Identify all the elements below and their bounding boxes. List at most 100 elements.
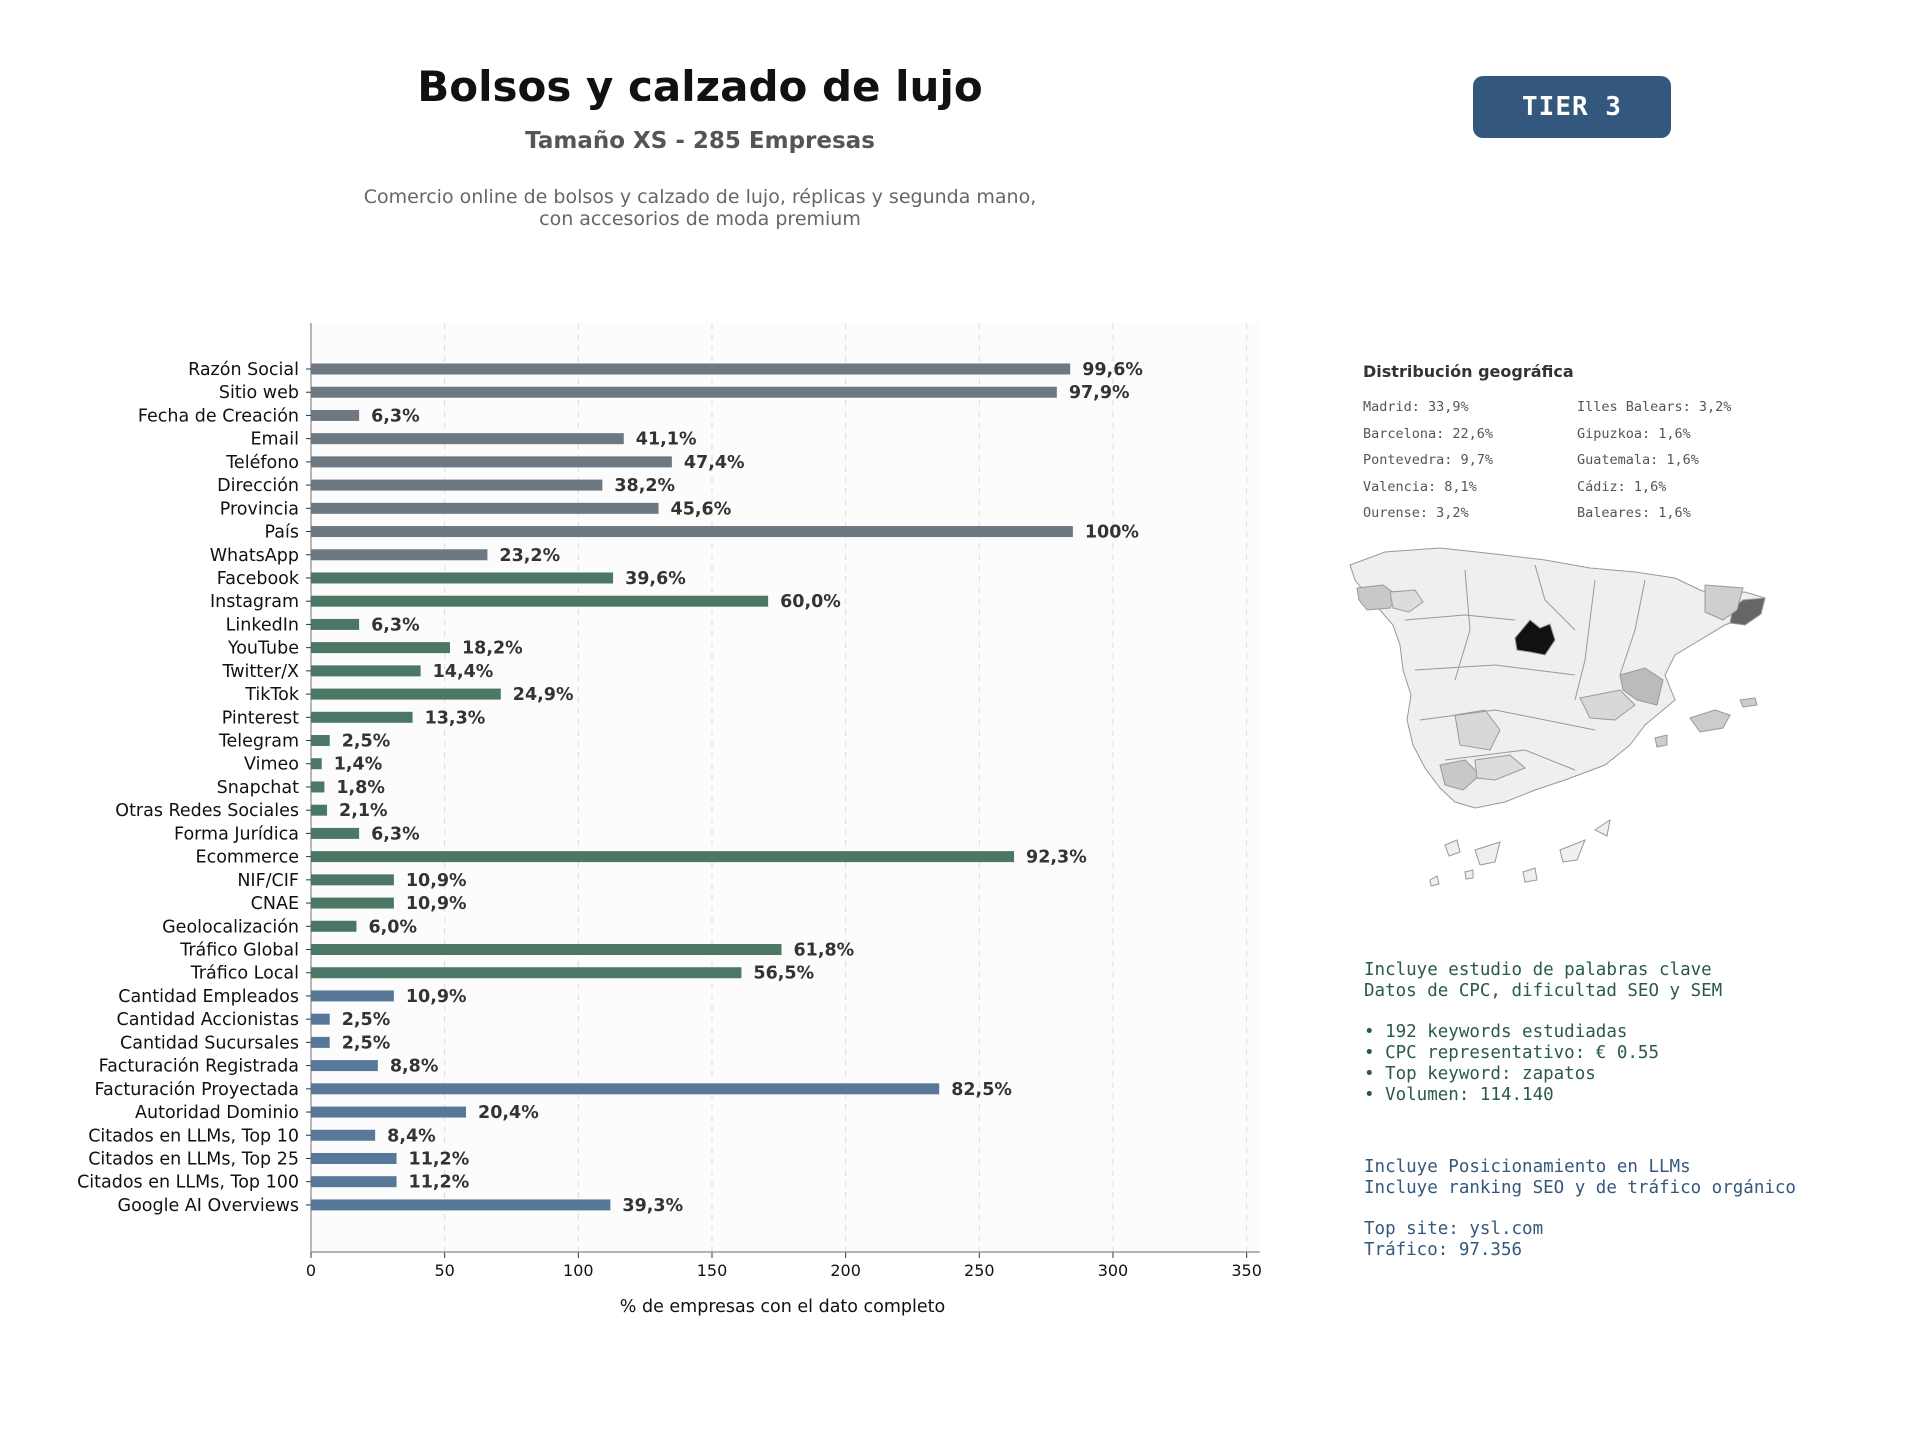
bar-value-label: 13,3% xyxy=(425,708,486,728)
llm-line: Incluye ranking SEO y de tráfico orgánic… xyxy=(1364,1178,1796,1198)
y-tick-label: CNAE xyxy=(251,894,299,914)
map-catalonia xyxy=(1704,584,1744,621)
x-tick-label: 300 xyxy=(1098,1261,1129,1280)
map-ourense xyxy=(1389,589,1424,613)
keywords-info: Incluye estudio de palabras clave Datos d… xyxy=(1364,960,1722,1106)
geo-item: Baleares: 1,6% xyxy=(1577,505,1691,521)
geo-item: Ourense: 3,2% xyxy=(1363,505,1469,521)
y-tick-label: Sitio web xyxy=(219,383,299,403)
y-tick-label: Facturación Registrada xyxy=(99,1057,299,1077)
bar-value-label: 61,8% xyxy=(793,941,854,961)
bar-value-label: 18,2% xyxy=(462,639,523,659)
bar-value-label: 11,2% xyxy=(409,1173,470,1193)
y-tick-label: Autoridad Dominio xyxy=(135,1103,299,1123)
bar xyxy=(311,735,330,747)
bar xyxy=(311,363,1071,375)
bar-value-label: 2,5% xyxy=(342,732,391,752)
map-borders xyxy=(1404,564,1646,771)
bar-value-label: 92,3% xyxy=(1026,848,1087,868)
y-tick-label: Pinterest xyxy=(222,708,299,728)
y-tick-label: País xyxy=(265,523,299,543)
x-axis-label: % de empresas con el dato completo xyxy=(620,1297,945,1317)
bar xyxy=(311,386,1057,398)
y-tick-label: Dirección xyxy=(217,476,299,496)
bar xyxy=(311,711,413,723)
map-castilla xyxy=(1579,689,1636,721)
map-mainland xyxy=(1349,547,1766,809)
bar xyxy=(311,920,357,932)
y-tick-label: Cantidad Sucursales xyxy=(120,1033,299,1053)
bar xyxy=(311,665,421,677)
y-tick-label: Telegram xyxy=(218,732,299,752)
map-pontevedra xyxy=(1356,584,1398,611)
bar-value-label: 100% xyxy=(1085,523,1139,543)
y-tick-label: NIF/CIF xyxy=(237,871,299,891)
x-tick-label: 0 xyxy=(306,1261,316,1280)
bar xyxy=(311,618,360,630)
y-tick-label: Cantidad Empleados xyxy=(118,987,299,1007)
geo-distribution-title: Distribución geográfica xyxy=(1363,362,1574,381)
bar-value-label: 41,1% xyxy=(636,430,697,450)
map-mallorca xyxy=(1689,709,1731,733)
x-tick-label: 150 xyxy=(697,1261,728,1280)
bar-value-label: 99,6% xyxy=(1082,360,1143,380)
bar xyxy=(311,526,1073,538)
bar-value-label: 23,2% xyxy=(499,546,560,566)
y-tick-label: Citados en LLMs, Top 10 xyxy=(88,1126,299,1146)
bar xyxy=(311,456,672,468)
bar xyxy=(311,688,501,700)
bar xyxy=(311,502,659,514)
x-tick-label: 100 xyxy=(563,1261,594,1280)
description-line: con accesorios de moda premium xyxy=(539,208,861,230)
bar xyxy=(311,549,488,561)
y-tick-label: Cantidad Accionistas xyxy=(116,1010,299,1030)
y-tick-label: Tráfico Local xyxy=(190,964,299,984)
y-tick-label: Geolocalización xyxy=(162,917,299,937)
map-canary-1 xyxy=(1444,839,1461,857)
y-tick-label: Instagram xyxy=(210,592,299,612)
bar-value-label: 97,9% xyxy=(1069,383,1130,403)
bar xyxy=(311,1129,376,1141)
keywords-bullet: • Volumen: 114.140 xyxy=(1364,1085,1554,1105)
map-canary-6 xyxy=(1464,869,1474,880)
x-tick-label: 250 xyxy=(964,1261,995,1280)
bar xyxy=(311,1036,330,1048)
bar xyxy=(311,1013,330,1025)
keywords-line: Datos de CPC, dificultad SEO y SEM xyxy=(1364,981,1723,1001)
bar-value-label: 6,3% xyxy=(371,406,420,426)
geo-item: Pontevedra: 9,7% xyxy=(1363,452,1494,468)
bar-value-label: 39,6% xyxy=(625,569,686,589)
geo-item: Gipuzkoa: 1,6% xyxy=(1577,425,1691,442)
bar xyxy=(311,804,328,816)
bar-value-label: 1,8% xyxy=(336,778,385,798)
bar xyxy=(311,827,360,839)
y-tick-label: Citados en LLMs, Top 25 xyxy=(88,1149,299,1169)
map-valencia xyxy=(1619,667,1664,706)
bar xyxy=(311,1060,378,1072)
x-tick-label: 350 xyxy=(1231,1261,1262,1280)
y-tick-label: Google AI Overviews xyxy=(118,1196,299,1216)
map-menorca xyxy=(1739,697,1758,708)
map-cadiz xyxy=(1439,759,1481,791)
bar xyxy=(311,967,742,979)
bar xyxy=(311,990,394,1002)
y-tick-label: Vimeo xyxy=(244,755,299,775)
y-tick-label: YouTube xyxy=(227,639,299,659)
bar-value-label: 38,2% xyxy=(614,476,675,496)
page-title: Bolsos y calzado de lujo xyxy=(417,62,983,111)
geo-item: Barcelona: 22,6% xyxy=(1363,425,1494,442)
y-tick-label: Facturación Proyectada xyxy=(95,1080,299,1100)
bar xyxy=(311,781,325,793)
geo-item: Guatemala: 1,6% xyxy=(1577,452,1699,468)
geo-item: Madrid: 33,9% xyxy=(1363,399,1469,415)
bar-value-label: 47,4% xyxy=(684,453,745,473)
bar xyxy=(311,1083,940,1095)
bar xyxy=(311,851,1015,863)
bar-value-label: 2,1% xyxy=(339,801,388,821)
geo-distribution-list: Madrid: 33,9% Illes Balears: 3,2% Barcel… xyxy=(1363,398,1783,522)
tier-badge: TIER 3 xyxy=(1473,76,1671,138)
map-madrid xyxy=(1514,619,1556,656)
bar-value-label: 1,4% xyxy=(334,755,383,775)
map-canary-2 xyxy=(1474,841,1501,866)
bar-value-label: 2,5% xyxy=(342,1033,391,1053)
